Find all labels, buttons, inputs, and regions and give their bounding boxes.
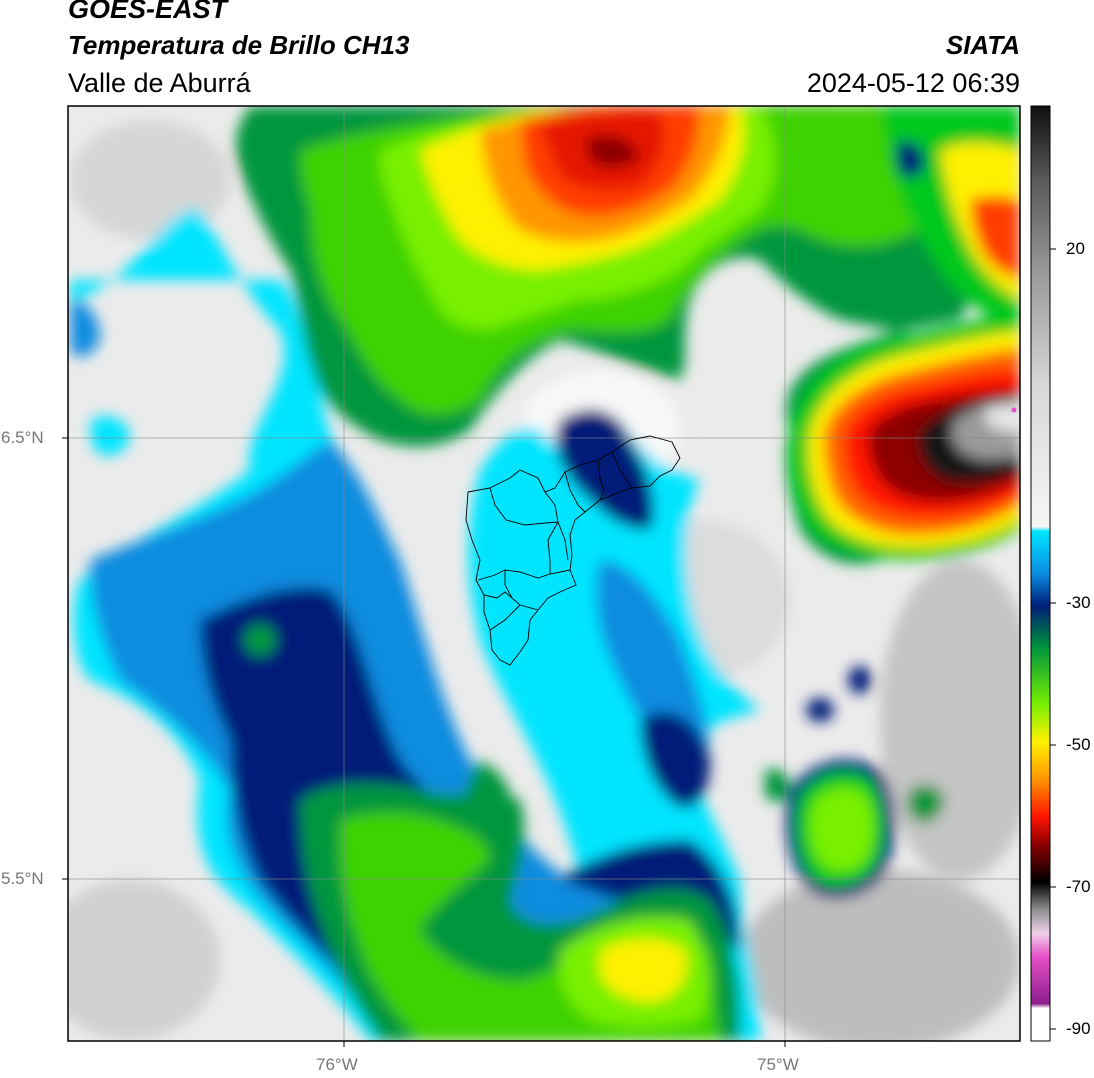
datetime-label: 2024-05-12 06:39 [806, 68, 1020, 98]
colorbar-label-minus50: -50 [1066, 735, 1091, 754]
lon-label-75w: 75°W [757, 1055, 799, 1074]
colorbar-label-20: 20 [1066, 239, 1085, 258]
axis-ticks [62, 437, 786, 1047]
colorbar-label-minus30: -30 [1066, 593, 1091, 612]
region-label: Valle de Aburrá [68, 68, 251, 98]
lat-label-5-5: 5.5°N [1, 869, 44, 888]
colorbar-frame [1030, 105, 1051, 1042]
municipality-boundaries [465, 435, 681, 666]
magenta-spot [1011, 407, 1017, 413]
lat-label-6-5: 6.5°N [1, 428, 44, 447]
product-title: Temperatura de Brillo CH13 [68, 30, 410, 60]
colorbar-ticks [1050, 248, 1056, 1030]
source-label: SIATA [945, 30, 1020, 60]
brightness-temperature-field [68, 106, 1020, 1041]
colorbar-label-minus70: -70 [1066, 877, 1091, 896]
satellite-title: GOES-EAST [68, 0, 228, 24]
lon-label-76w: 76°W [316, 1055, 358, 1074]
colorbar [1031, 106, 1050, 1041]
colorbar-label-minus90: -90 [1066, 1019, 1091, 1038]
map-frame [67, 105, 1021, 1042]
